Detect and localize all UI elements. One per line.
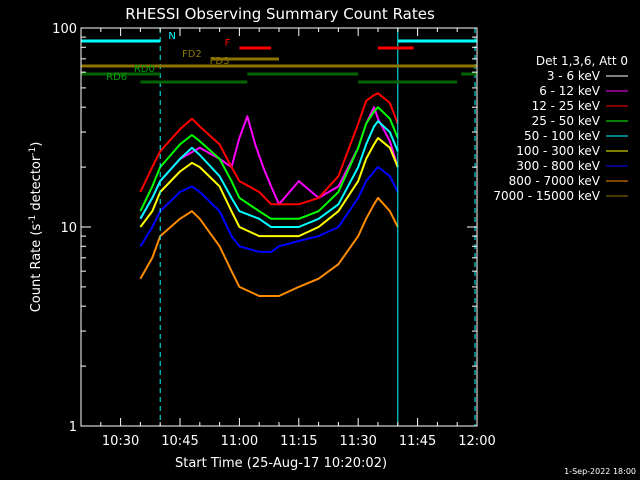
chart-title: RHESSI Observing Summary Count Rates: [125, 5, 435, 23]
flag-label-n: N: [168, 31, 175, 42]
legend-label-3: 12 - 25 keV: [532, 99, 601, 113]
legend-label-4: 25 - 50 keV: [532, 114, 601, 128]
legend-label-5: 50 - 100 keV: [524, 129, 601, 143]
flag-label-rd0: RD0: [134, 64, 155, 75]
data-traces: [139, 92, 399, 297]
y-tick-label-3: 100: [52, 22, 77, 37]
legend-label-2: 6 - 12 keV: [539, 84, 601, 98]
y-axis-label-part2: detector: [29, 155, 44, 215]
x-tick-label-6: 11:45: [399, 434, 436, 449]
series-line-2: [139, 106, 399, 220]
y-axis-label-part3: ): [29, 142, 44, 147]
timestamp: 1-Sep-2022 18:00: [564, 467, 636, 476]
series-line-8: [139, 196, 399, 297]
legend-label-1: 3 - 6 keV: [547, 69, 601, 83]
legend-label-9: 7000 - 15000 keV: [493, 189, 600, 203]
x-tick-label-2: 10:45: [161, 434, 198, 449]
y-axis-label: Count Rate (s-1 detector-1): [28, 142, 44, 313]
y-axis-label-part1: Count Rate (s: [29, 224, 44, 313]
series-line-7: [139, 166, 399, 253]
x-tick-label-1: 10:30: [102, 434, 139, 449]
y-axis-label-sup1: -1: [28, 215, 38, 224]
series-line-3: [139, 92, 399, 206]
x-tick-label-7: 12:00: [458, 434, 495, 449]
series-line-6: [139, 137, 399, 238]
y-axis-label-sup2: -1: [28, 147, 38, 156]
series-line-5: [139, 120, 399, 228]
legend-header: Det 1,3,6, Att 0: [536, 54, 628, 68]
legend-label-7: 300 - 800 keV: [516, 159, 600, 173]
axes: 10:30 10:45 11:00 11:15 11:30 11:45 12:00 1 10 10…: [52, 22, 496, 449]
legend-label-6: 100 - 300 keV: [516, 144, 600, 158]
flag-label-f: F: [225, 38, 231, 49]
flag-bars: N F FD2 FD3 RD0 RD6: [81, 31, 477, 84]
y-tick-label-1: 1: [69, 420, 77, 435]
y-tick-label-2: 10: [60, 221, 77, 236]
x-tick-label-4: 11:15: [280, 434, 317, 449]
x-tick-label-3: 11:00: [221, 434, 258, 449]
series-line-4: [139, 106, 399, 220]
x-axis-label: Start Time (25-Aug-17 10:20:02): [175, 456, 387, 471]
flag-label-rd6: RD6: [106, 72, 127, 83]
flag-label-fd3: FD3: [210, 56, 230, 67]
legend-label-8: 800 - 7000 keV: [509, 174, 601, 188]
x-tick-label-5: 11:30: [339, 434, 376, 449]
flag-label-fd2: FD2: [182, 49, 202, 60]
